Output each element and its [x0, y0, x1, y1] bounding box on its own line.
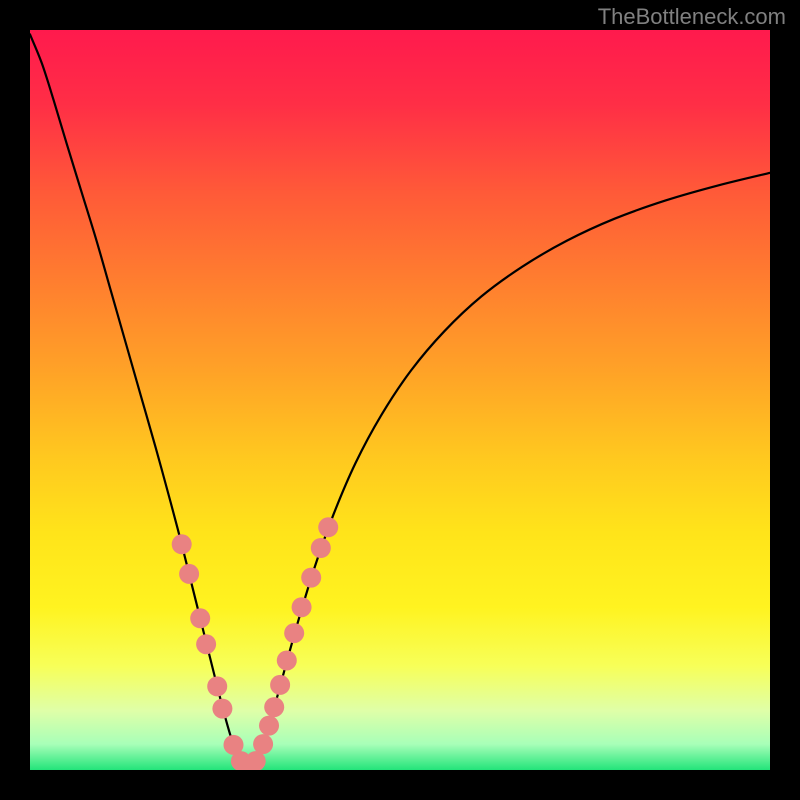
data-marker: [292, 597, 312, 617]
data-marker: [259, 716, 279, 736]
data-marker: [253, 734, 273, 754]
data-marker: [301, 568, 321, 588]
data-marker: [172, 534, 192, 554]
data-marker: [264, 697, 284, 717]
data-marker: [212, 699, 232, 719]
data-marker: [190, 608, 210, 628]
data-marker: [311, 538, 331, 558]
watermark-text: TheBottleneck.com: [598, 4, 786, 30]
data-marker: [270, 675, 290, 695]
data-marker: [207, 676, 227, 696]
data-marker: [196, 634, 216, 654]
chart-plot-area: [30, 30, 770, 770]
data-marker: [179, 564, 199, 584]
data-marker: [277, 650, 297, 670]
data-marker: [318, 517, 338, 537]
data-marker: [284, 623, 304, 643]
bottleneck-v-chart: [30, 30, 770, 770]
